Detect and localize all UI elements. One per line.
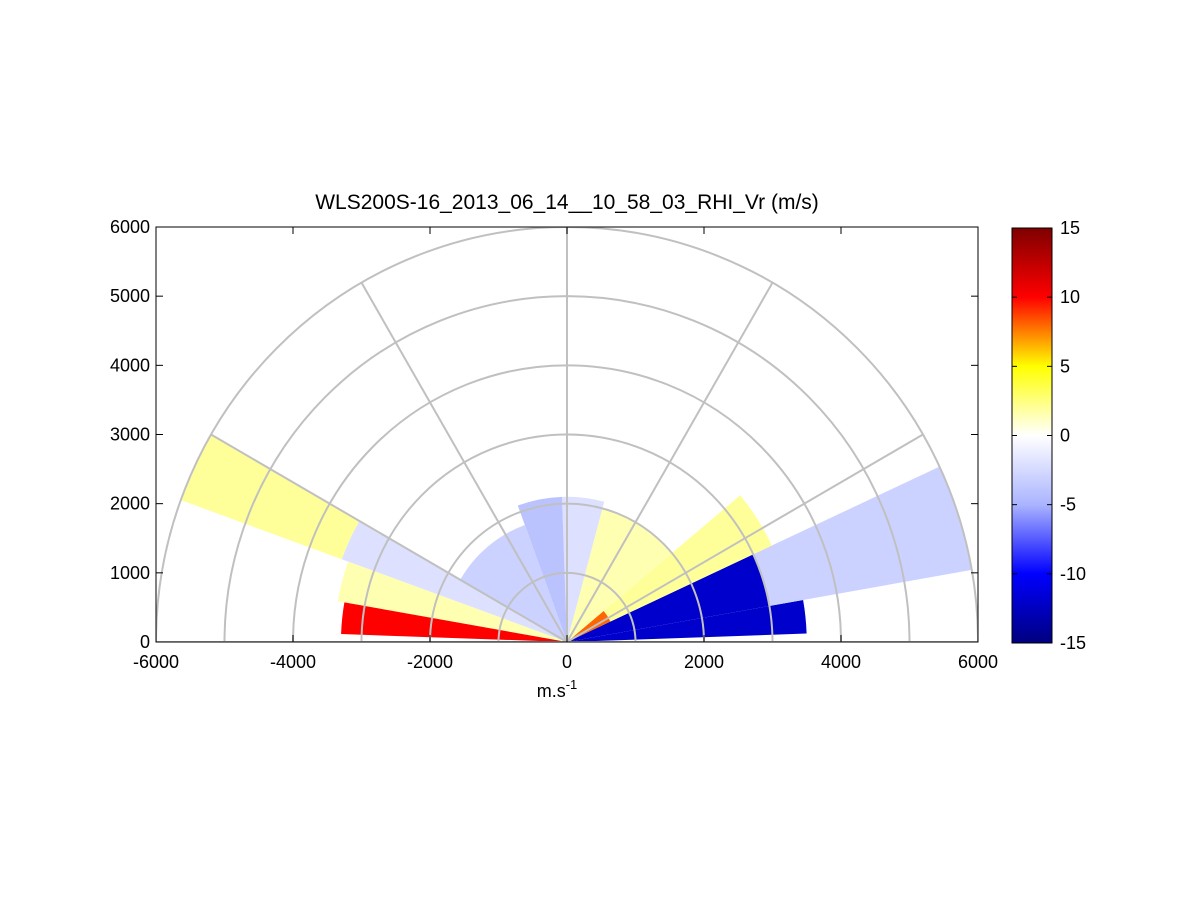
x-axis-label: m.s-1	[537, 677, 578, 701]
velocity-sector-7	[517, 496, 567, 642]
colorbar-tick-label: 5	[1060, 356, 1070, 376]
colorbar-tick-label: -10	[1060, 564, 1086, 584]
velocity-sector-0	[567, 599, 807, 642]
velocity-sector-8	[460, 525, 567, 642]
x-tick-label: 6000	[958, 652, 998, 672]
velocity-sector-5	[567, 508, 672, 642]
velocity-sector-4	[603, 495, 772, 622]
colorbar-tick-label: -5	[1060, 495, 1076, 515]
velocity-sectors	[180, 434, 972, 642]
colorbar-tick-label: 15	[1060, 218, 1080, 238]
colorbar	[1011, 227, 1053, 644]
x-tick-label: -6000	[133, 652, 179, 672]
x-axis-label-superscript: -1	[566, 677, 578, 692]
x-axis: -6000 -4000 -2000 0 2000 4000 6000	[133, 227, 998, 672]
y-tick-label: 5000	[110, 286, 150, 306]
velocity-sector-9	[341, 520, 567, 642]
velocity-sector-12	[341, 602, 567, 642]
x-tick-label: -2000	[407, 652, 453, 672]
spoke-150	[210, 433, 568, 642]
y-tick-label: 0	[140, 632, 150, 652]
velocity-sector-2	[753, 466, 972, 606]
colorbar-tick-label: 10	[1060, 287, 1080, 307]
y-axis: 0 1000 2000 3000 4000 5000 6000	[110, 217, 978, 652]
colorbar-tick-label: -15	[1060, 633, 1086, 653]
velocity-sector-11	[337, 561, 567, 642]
x-tick-label: 2000	[684, 652, 724, 672]
velocity-sector-10	[180, 434, 360, 560]
chart-title: WLS200S-16_2013_06_14__10_58_03_RHI_Vr (…	[315, 191, 819, 214]
y-tick-label: 3000	[110, 425, 150, 445]
spoke-60	[566, 282, 774, 642]
y-tick-label: 4000	[110, 355, 150, 375]
velocity-sector-1	[567, 554, 770, 642]
spoke-30	[566, 433, 924, 642]
x-tick-label: 4000	[821, 652, 861, 672]
x-axis-label-base: m.s	[537, 681, 566, 701]
x-tick-label: 0	[562, 652, 572, 672]
velocity-sector-3	[567, 610, 611, 642]
velocity-sector-6	[561, 496, 605, 642]
colorbar-tick-label: 0	[1060, 426, 1070, 446]
y-tick-label: 6000	[110, 217, 150, 237]
y-tick-label: 2000	[110, 494, 150, 514]
spoke-120	[360, 282, 568, 642]
x-tick-label: -4000	[270, 652, 316, 672]
y-tick-label: 1000	[110, 563, 150, 583]
colorbar-axis: 15 10 5 0 -5 -10 -15	[1012, 218, 1086, 653]
